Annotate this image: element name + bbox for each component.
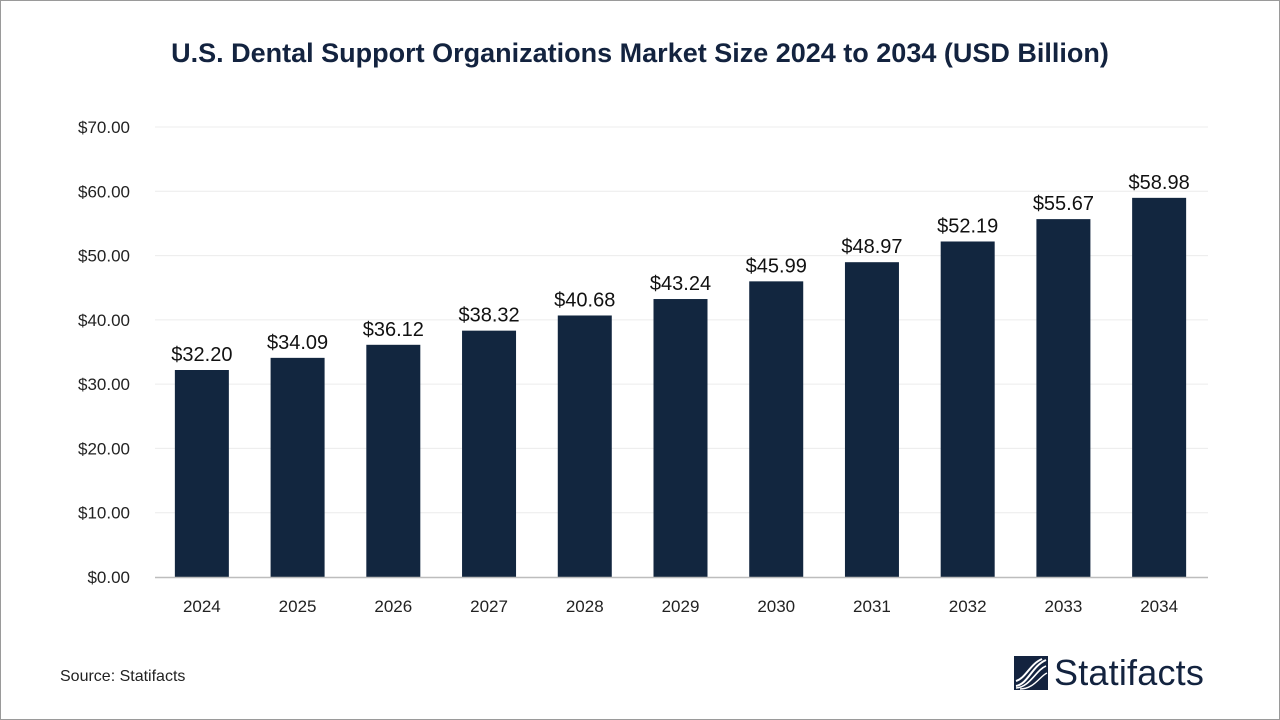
x-tick-label: 2033 bbox=[1044, 597, 1082, 616]
data-label: $48.97 bbox=[841, 236, 902, 258]
data-label: $38.32 bbox=[458, 305, 519, 327]
statifacts-logo: Statifacts bbox=[1014, 652, 1204, 694]
bar-2027 bbox=[462, 330, 517, 577]
x-tick-label: 2026 bbox=[374, 597, 412, 616]
data-label: $45.99 bbox=[746, 255, 807, 277]
y-tick-label: $20.00 bbox=[78, 439, 130, 458]
bar-2034 bbox=[1132, 197, 1187, 578]
bar-2029 bbox=[653, 299, 708, 577]
x-tick-label: 2029 bbox=[662, 597, 700, 616]
y-tick-label: $60.00 bbox=[78, 182, 130, 201]
data-label: $55.67 bbox=[1033, 193, 1094, 215]
data-label: $40.68 bbox=[554, 289, 615, 311]
statifacts-wave-logo-icon bbox=[1014, 656, 1048, 690]
data-label: $36.12 bbox=[363, 319, 424, 341]
y-tick-label: $50.00 bbox=[78, 247, 130, 266]
x-tick-label: 2031 bbox=[853, 597, 891, 616]
bar-2033 bbox=[1036, 219, 1091, 577]
logo-text: Statifacts bbox=[1054, 652, 1205, 693]
data-label: $34.09 bbox=[267, 332, 328, 354]
y-tick-label: $10.00 bbox=[78, 504, 130, 523]
data-label: $52.19 bbox=[937, 215, 998, 237]
bar-2032 bbox=[940, 241, 995, 577]
bar-2024 bbox=[174, 370, 229, 577]
y-tick-label: $30.00 bbox=[78, 375, 130, 394]
y-tick-label: $0.00 bbox=[87, 568, 130, 587]
bar-2026 bbox=[366, 344, 421, 577]
data-label: $32.20 bbox=[171, 344, 232, 366]
bar-2025 bbox=[270, 357, 325, 577]
x-tick-label: 2025 bbox=[279, 597, 317, 616]
y-tick-label: $70.00 bbox=[78, 118, 130, 137]
bar-2028 bbox=[557, 315, 612, 577]
x-tick-label: 2030 bbox=[757, 597, 795, 616]
y-tick-label: $40.00 bbox=[78, 311, 130, 330]
chart-title: U.S. Dental Support Organizations Market… bbox=[171, 38, 1109, 68]
x-tick-label: 2028 bbox=[566, 597, 604, 616]
source-note: Source: Statifacts bbox=[60, 668, 186, 685]
x-tick-label: 2034 bbox=[1140, 597, 1178, 616]
x-tick-label: 2024 bbox=[183, 597, 221, 616]
bar-2030 bbox=[749, 281, 804, 577]
bar-2031 bbox=[844, 262, 899, 577]
x-tick-label: 2027 bbox=[470, 597, 508, 616]
data-label: $58.98 bbox=[1129, 172, 1190, 194]
data-label: $43.24 bbox=[650, 273, 711, 295]
x-tick-label: 2032 bbox=[949, 597, 987, 616]
